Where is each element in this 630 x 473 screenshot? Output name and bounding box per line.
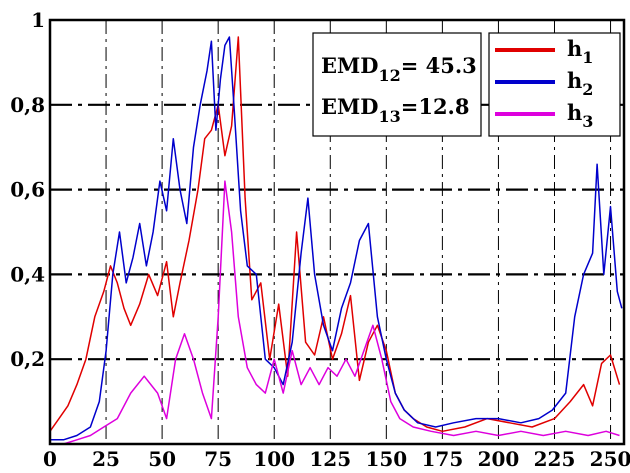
x-tick-label: 175 [422,447,464,471]
y-tick-label: 1 [31,8,45,32]
emd-box-frame [312,32,482,137]
emd-13-sub: 13 [378,107,400,126]
legend-label-sub: 2 [582,80,593,99]
legend-label-base: h [567,100,582,125]
x-tick-label: 225 [534,447,576,471]
x-tick-label: 200 [478,447,520,471]
legend-label-sub: 1 [582,48,593,67]
emd-annotation-12: EMD12= 45.3 [321,53,477,85]
tick-layer: 0 25 50 75 100 125 150 175 200 225 250 0,2 0,4 0,6 0,8… [10,8,630,471]
emd-13-value: =12.8 [401,94,470,119]
y-tick-label: 0,4 [10,262,45,286]
emd-annotation-13: EMD13=12.8 [321,94,469,126]
series-layer [49,36,623,445]
legend-label-h3: h3 [567,100,593,131]
emd-box: EMD12= 45.3 EMD13=12.8 [312,32,482,137]
plot-frame [48,18,626,446]
legend-label-sub: 3 [582,112,593,131]
legend-label-h2: h2 [567,68,593,99]
x-tick-label: 250 [590,447,630,471]
grid-layer [50,20,624,444]
y-tick-label: 0,6 [10,178,45,202]
legend-label-base: h [567,36,582,61]
x-tick-label: 0 [43,447,57,471]
x-tick-label: 50 [148,447,176,471]
emd-13-base: EMD [321,94,378,119]
y-tick-label: 0,8 [10,93,45,117]
x-tick-label: 100 [253,447,295,471]
x-tick-label: 150 [365,447,407,471]
legend-label-h1: h1 [567,36,593,67]
legend-label-base: h [567,68,582,93]
x-tick-label: 25 [92,447,120,471]
emd-12-sub: 12 [378,66,400,85]
x-tick-label: 75 [204,447,232,471]
y-tick-label: 0,2 [10,347,45,371]
emd-12-value: = 45.3 [401,53,477,78]
series-h1-line [49,36,621,433]
series-h3-line [50,180,620,445]
x-tick-label: 125 [309,447,351,471]
emd-12-base: EMD [321,53,378,78]
